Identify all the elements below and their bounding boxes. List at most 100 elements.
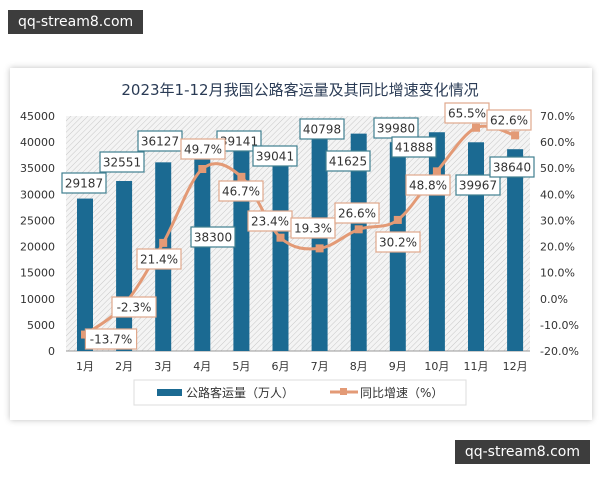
- growth-data-label: 23.4%: [251, 215, 289, 229]
- watermark-top: qq-stream8.com: [8, 10, 144, 34]
- legend: 公路客运量（万人） 同比增速（%）: [133, 379, 467, 406]
- growth-data-label: 62.6%: [490, 114, 528, 128]
- legend-line-marker: [340, 388, 347, 395]
- legend-bar-label: 公路客运量（万人）: [186, 385, 294, 400]
- growth-data-label: -13.7%: [90, 333, 132, 347]
- bar-data-label: 38640: [493, 161, 531, 175]
- x-tick-label: 10月: [424, 360, 449, 373]
- bar: [272, 147, 289, 351]
- x-tick-label: 9月: [389, 360, 407, 373]
- line-marker: [393, 215, 402, 224]
- left-tick-label: 5000: [27, 319, 55, 332]
- x-tick-label: 3月: [154, 360, 172, 373]
- bar: [194, 150, 211, 351]
- growth-data-label: 46.7%: [222, 185, 260, 199]
- x-tick-label: 4月: [193, 360, 211, 373]
- right-tick-label: -20.0%: [540, 345, 579, 358]
- bar: [116, 181, 133, 351]
- right-tick-label: 40.0%: [540, 188, 575, 201]
- line-marker: [237, 172, 246, 181]
- left-tick-label: 30000: [20, 188, 55, 201]
- x-tick-label: 5月: [232, 360, 250, 373]
- bar: [350, 133, 367, 351]
- growth-data-label: 21.4%: [140, 253, 178, 267]
- line-marker: [315, 244, 324, 253]
- bar-data-label-box: [455, 174, 501, 196]
- line-marker: [511, 131, 520, 140]
- growth-data-label: 26.6%: [338, 207, 376, 221]
- bar-data-label: 32551: [103, 156, 141, 170]
- bar-data-label-box: [299, 118, 345, 140]
- left-tick-label: 10000: [20, 293, 55, 306]
- right-tick-label: -10.0%: [540, 319, 579, 332]
- left-tick-label: 35000: [20, 162, 55, 175]
- legend-line-label: 同比增速（%）: [360, 386, 443, 400]
- bar: [468, 142, 484, 351]
- right-tick-label: 70.0%: [540, 110, 575, 123]
- line-marker: [432, 167, 441, 176]
- bar-data-label: 39141: [220, 135, 258, 149]
- growth-data-label-box: [218, 180, 264, 202]
- line-marker: [472, 123, 480, 132]
- line-marker: [354, 225, 363, 234]
- x-tick-label: 8月: [350, 360, 368, 373]
- right-tick-label: 0.0%: [540, 293, 568, 306]
- bar-data-label-box: [489, 156, 535, 178]
- x-tick-label: 2月: [115, 360, 133, 373]
- growth-data-label-box: [290, 217, 336, 239]
- right-tick-label: 30.0%: [540, 214, 575, 227]
- growth-data-label-box: [375, 231, 421, 253]
- left-tick-label: 45000: [20, 110, 55, 123]
- chart-title: 2023年1-12月我国公路客运量及其同比增速变化情况: [121, 81, 478, 99]
- right-tick-label: 20.0%: [540, 241, 575, 254]
- left-tick-label: 25000: [20, 214, 55, 227]
- right-tick-label: 60.0%: [540, 136, 575, 149]
- bar-data-label: 39980: [377, 122, 415, 136]
- growth-data-label-box: [486, 109, 532, 131]
- growth-data-label-box: [334, 202, 380, 224]
- bar-data-label: 39041: [256, 150, 294, 164]
- bar-data-label: 41888: [395, 141, 433, 155]
- x-tick-label: 7月: [311, 360, 329, 373]
- bar-data-label: 41625: [329, 155, 367, 169]
- bar-data-label-box: [325, 150, 371, 172]
- bar: [507, 149, 524, 351]
- left-tick-label: 0: [48, 345, 55, 358]
- growth-data-label: 19.3%: [294, 222, 332, 236]
- x-tick-label: 11月: [464, 360, 489, 373]
- line-marker: [198, 165, 207, 174]
- x-tick-label: 6月: [272, 360, 290, 373]
- growth-data-label: 65.5%: [448, 107, 486, 121]
- left-tick-label: 40000: [20, 136, 55, 149]
- growth-data-label: 30.2%: [379, 236, 417, 250]
- legend-bar-swatch: [157, 389, 182, 396]
- bar-data-label: 38300: [194, 231, 232, 245]
- right-tick-label: 50.0%: [540, 162, 575, 175]
- bar-data-label: 40798: [303, 123, 341, 137]
- bar: [77, 198, 93, 351]
- bar-data-label-box: [252, 145, 298, 167]
- bar-data-label-box: [61, 172, 107, 194]
- bar-data-label-box: [99, 151, 145, 173]
- line-marker: [159, 238, 168, 247]
- bar-data-label-box: [190, 226, 236, 248]
- bar-data-label-box: [391, 136, 437, 158]
- bar-data-label: 29187: [65, 177, 103, 191]
- left-tick-label: 20000: [20, 241, 55, 254]
- growth-data-label-box: [111, 296, 157, 318]
- growth-data-label: 48.8%: [409, 179, 447, 193]
- growth-data-label-box: [405, 174, 451, 196]
- bar-data-label: 39967: [459, 179, 497, 193]
- x-tick-label: 1月: [76, 360, 94, 373]
- x-tick-label: 12月: [503, 360, 528, 373]
- left-tick-label: 15000: [20, 267, 55, 280]
- bar-data-label: 36127: [141, 135, 179, 149]
- growth-data-label: -2.3%: [117, 301, 152, 315]
- line-marker: [276, 233, 285, 242]
- right-tick-label: 10.0%: [540, 267, 575, 280]
- watermark-bottom: qq-stream8.com: [454, 440, 590, 464]
- growth-data-label-box: [180, 138, 226, 160]
- growth-data-label-box: [84, 328, 138, 350]
- growth-data-label-box: [136, 248, 182, 270]
